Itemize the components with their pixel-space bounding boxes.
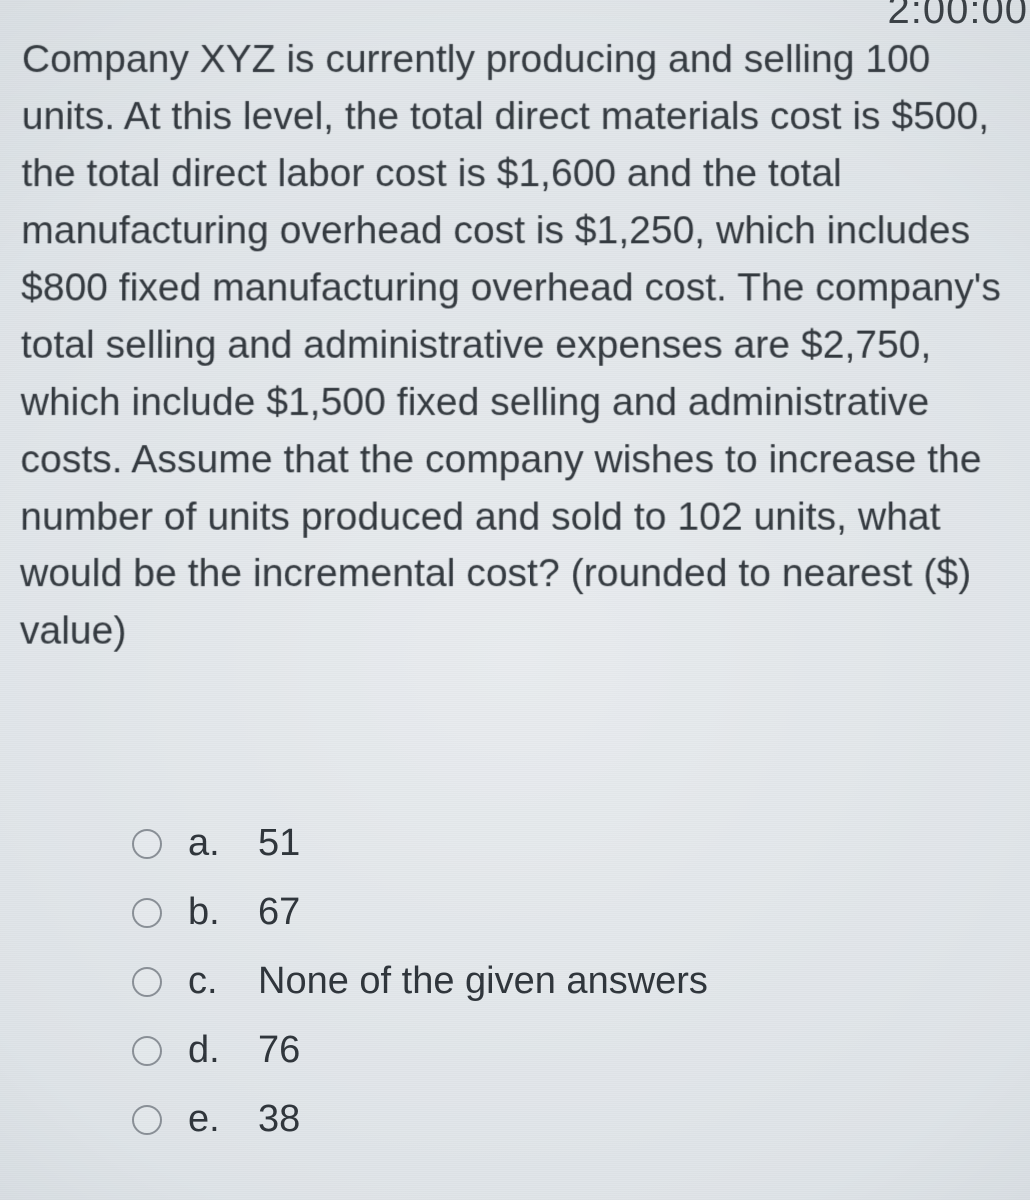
option-e[interactable]: e. 38 [132, 1098, 990, 1141]
option-text: None of the given answers [258, 960, 708, 1003]
option-text: 76 [258, 1029, 300, 1072]
option-c[interactable]: c. None of the given answers [132, 960, 990, 1003]
option-letter: b. [188, 891, 232, 934]
option-text: 38 [258, 1098, 300, 1141]
answer-options: a. 51 b. 67 c. None of the given answers… [132, 822, 990, 1141]
radio-icon[interactable] [132, 898, 162, 928]
question-text: Company XYZ is currently producing and s… [20, 32, 1023, 661]
option-d[interactable]: d. 76 [132, 1029, 990, 1072]
option-letter: c. [188, 960, 232, 1003]
option-letter: e. [188, 1098, 232, 1141]
option-letter: a. [188, 822, 232, 865]
time-left-label: 2:00:00 [888, 0, 1028, 33]
option-a[interactable]: a. 51 [132, 822, 990, 865]
option-b[interactable]: b. 67 [132, 891, 990, 934]
radio-icon[interactable] [132, 1105, 162, 1135]
option-text: 67 [258, 891, 300, 934]
radio-icon[interactable] [132, 829, 162, 859]
radio-icon[interactable] [132, 1036, 162, 1066]
option-letter: d. [188, 1029, 232, 1072]
radio-icon[interactable] [132, 967, 162, 997]
option-text: 51 [258, 822, 300, 865]
